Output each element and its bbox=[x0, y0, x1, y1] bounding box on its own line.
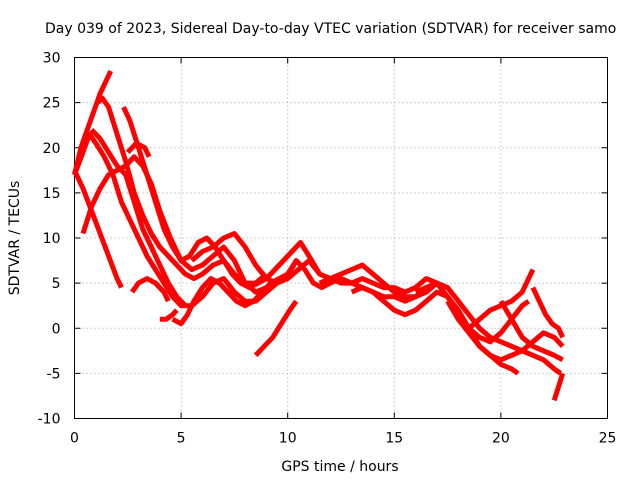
x-tick-label: 0 bbox=[70, 431, 79, 447]
series-line-track-5 bbox=[89, 127, 188, 308]
x-tick-label: 25 bbox=[599, 431, 617, 447]
y-tick-label: 0 bbox=[52, 321, 61, 337]
y-tick-label: 20 bbox=[43, 141, 61, 157]
y-tick-label: 10 bbox=[43, 231, 61, 247]
series-line-track-19 bbox=[498, 299, 564, 363]
series-line-track-18 bbox=[456, 317, 520, 376]
y-tick-label: 5 bbox=[52, 276, 61, 292]
series-line-track-21 bbox=[551, 372, 566, 402]
y-tick-label: 25 bbox=[43, 96, 61, 112]
x-tick-label: 15 bbox=[385, 431, 403, 447]
x-tick-label: 20 bbox=[492, 431, 510, 447]
series-line-track-8 bbox=[125, 140, 152, 158]
series-line-track-2 bbox=[72, 169, 124, 289]
series-line-track-11 bbox=[171, 258, 438, 327]
series-line-track-13 bbox=[253, 299, 299, 358]
series-line-track-12 bbox=[190, 231, 438, 295]
series-line-track-10 bbox=[159, 308, 179, 322]
x-tick-label: 10 bbox=[279, 431, 297, 447]
x-tick-label: 5 bbox=[177, 431, 186, 447]
series-line-track-9 bbox=[130, 276, 171, 303]
y-tick-label: 15 bbox=[43, 186, 61, 202]
x-axis-label: GPS time / hours bbox=[281, 459, 398, 475]
y-axis-label: SDTVAR / TECUs bbox=[7, 181, 23, 296]
series-line-track-4 bbox=[80, 154, 268, 295]
y-tick-label: 30 bbox=[43, 51, 61, 67]
axis-ticks: 0 5 10 15 20 25 -10 -5 0 5 10 15 20 25 30 bbox=[38, 51, 617, 447]
y-tick-label: -10 bbox=[38, 412, 61, 428]
series-line-track-7 bbox=[121, 106, 322, 291]
series-line-track-20 bbox=[530, 286, 565, 339]
y-tick-label: -5 bbox=[47, 366, 61, 382]
series-line-track-1 bbox=[72, 69, 113, 176]
series-line-track-6 bbox=[96, 95, 269, 286]
series-line-track-16 bbox=[414, 280, 531, 345]
series-group bbox=[72, 69, 566, 402]
chart-title: Day 039 of 2023, Sidereal Day-to-day VTE… bbox=[45, 21, 616, 37]
